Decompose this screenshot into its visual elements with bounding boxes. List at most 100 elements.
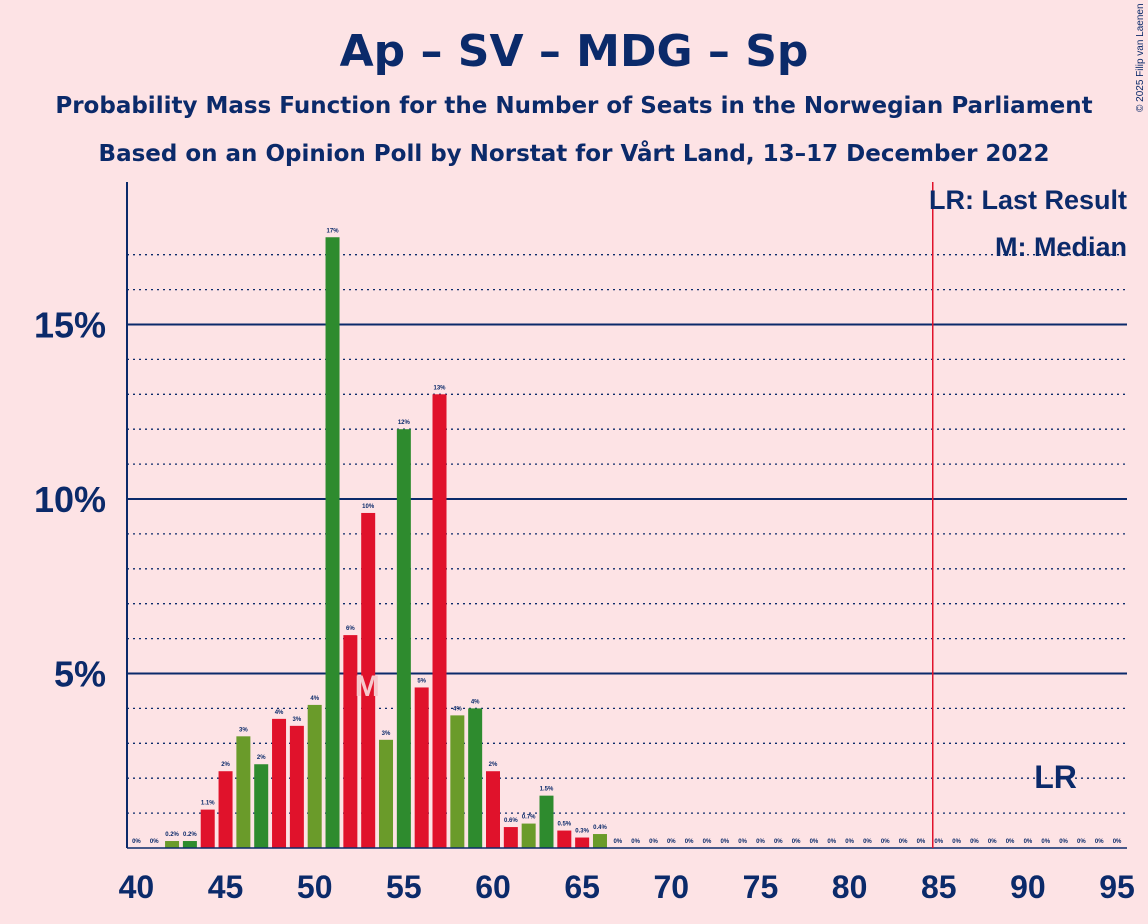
bar-value-label: 0.7%: [522, 815, 536, 821]
bar-value-label: 0%: [649, 839, 658, 845]
copyright-text: © 2025 Filip van Laenen: [1135, 3, 1146, 112]
x-tick-label: 65: [564, 869, 600, 905]
bar-value-label: 2%: [221, 762, 230, 768]
bar-value-label: 0.2%: [183, 832, 197, 838]
bar-value-label: 0%: [1113, 839, 1122, 845]
bar: [486, 771, 500, 848]
bar-value-label: 0%: [899, 839, 908, 845]
y-tick-label: 10%: [34, 479, 106, 520]
bar-value-label: 4%: [471, 699, 480, 705]
bar-value-label: 0.3%: [575, 829, 589, 835]
bar-value-label: 0%: [132, 839, 141, 845]
bar-value-label: 0%: [756, 839, 765, 845]
bar-value-label: 0%: [810, 839, 819, 845]
bar: [521, 823, 536, 848]
bar-value-label: 0.2%: [165, 832, 179, 838]
x-tick-label: 55: [386, 869, 422, 905]
bar: [272, 718, 287, 848]
chart-subtitle-2: Based on an Opinion Poll by Norstat for …: [99, 140, 1050, 167]
x-tick-label: 70: [654, 869, 690, 905]
bars: [165, 237, 607, 848]
bar: [361, 512, 376, 848]
bar: [414, 687, 429, 848]
bar: [307, 704, 322, 848]
legend-median: M: Median: [995, 232, 1127, 262]
bar-value-label: 0%: [150, 839, 159, 845]
bar-value-label: 0%: [863, 839, 872, 845]
axes: 5% 10% 15% 40 45 50 55 60 65 70 75 80 85 90 95: [34, 182, 1135, 905]
bar-value-label: 0%: [792, 839, 801, 845]
bar-value-label: 0%: [1024, 839, 1033, 845]
x-tick-label: 50: [297, 869, 333, 905]
bar-value-label: 1.5%: [540, 787, 554, 793]
bar: [343, 635, 358, 848]
bar-value-label: 0%: [631, 839, 640, 845]
bar-value-label: 4%: [310, 696, 319, 702]
x-tick-label: 90: [1010, 869, 1046, 905]
grid-lines: [127, 254, 1127, 814]
bar: [468, 708, 483, 848]
bar-value-label: 0%: [703, 839, 712, 845]
chart-subtitle-1: Probability Mass Function for the Number…: [55, 93, 1092, 119]
bar-value-label: 2%: [257, 755, 266, 761]
bar: [379, 739, 394, 848]
bar-value-label: 0%: [917, 839, 926, 845]
bar-value-label: 0%: [934, 839, 943, 845]
legend-last-result: LR: Last Result: [929, 185, 1127, 215]
y-tick-label: 15%: [34, 305, 106, 346]
bar-value-label: 4%: [275, 710, 284, 716]
bar: [236, 736, 251, 848]
bar-value-label: 10%: [362, 504, 375, 510]
bar: [182, 841, 197, 848]
bar: [254, 764, 269, 848]
bar-value-label: 1.1%: [201, 801, 215, 807]
bar-value-label: 6%: [346, 626, 355, 632]
bar: [503, 827, 518, 848]
bar: [575, 837, 590, 848]
bar-value-label: 0%: [1077, 839, 1086, 845]
bar-value-label: 17%: [327, 228, 340, 234]
bar-value-label: 0%: [667, 839, 676, 845]
bar-value-label: 12%: [398, 420, 411, 426]
bar: [450, 715, 465, 848]
bar-value-label: 0%: [881, 839, 890, 845]
bar: [289, 725, 304, 848]
median-marker: M: [355, 670, 380, 703]
bar-value-label: 0%: [685, 839, 694, 845]
bar-labels: 0% 0% 0.2% 0.2% 1.1% 2% 3% 2% 4% 3% 4% 17% 6% 10% 3% 12…: [132, 228, 1122, 845]
bar: [165, 841, 180, 848]
bar: [218, 771, 233, 848]
bar-value-label: 0%: [970, 839, 979, 845]
x-tick-label: 80: [832, 869, 868, 905]
last-result-marker: LR: [1034, 759, 1077, 795]
bar-value-label: 0%: [774, 839, 783, 845]
bar-value-label: 3%: [239, 727, 248, 733]
bar-value-label: 0%: [1006, 839, 1015, 845]
y-tick-label: 5%: [54, 654, 106, 695]
bar-value-label: 0%: [952, 839, 961, 845]
x-tick-label: 40: [119, 869, 155, 905]
bar-value-label: 0.4%: [593, 825, 607, 831]
bar: [539, 795, 554, 848]
bar: [432, 394, 447, 848]
bar: [325, 237, 340, 848]
bar-value-label: 0%: [845, 839, 854, 845]
x-tick-label: 60: [475, 869, 511, 905]
bar-value-label: 0%: [988, 839, 997, 845]
bar-value-label: 0%: [1095, 839, 1104, 845]
bar-value-label: 5%: [417, 678, 426, 684]
bar-value-label: 0%: [738, 839, 747, 845]
x-tick-label: 45: [208, 869, 244, 905]
bar-value-label: 0%: [1041, 839, 1050, 845]
chart-title: Ap – SV – MDG – Sp: [340, 26, 809, 77]
x-tick-label: 95: [1099, 869, 1135, 905]
bar: [200, 809, 215, 848]
bar-value-label: 0%: [720, 839, 729, 845]
bar: [557, 830, 572, 848]
bar-value-label: 3%: [293, 717, 302, 723]
bar-value-label: 0%: [827, 839, 836, 845]
x-tick-label: 85: [921, 869, 957, 905]
bar-value-label: 13%: [434, 385, 447, 391]
bar-value-label: 3%: [382, 731, 391, 737]
